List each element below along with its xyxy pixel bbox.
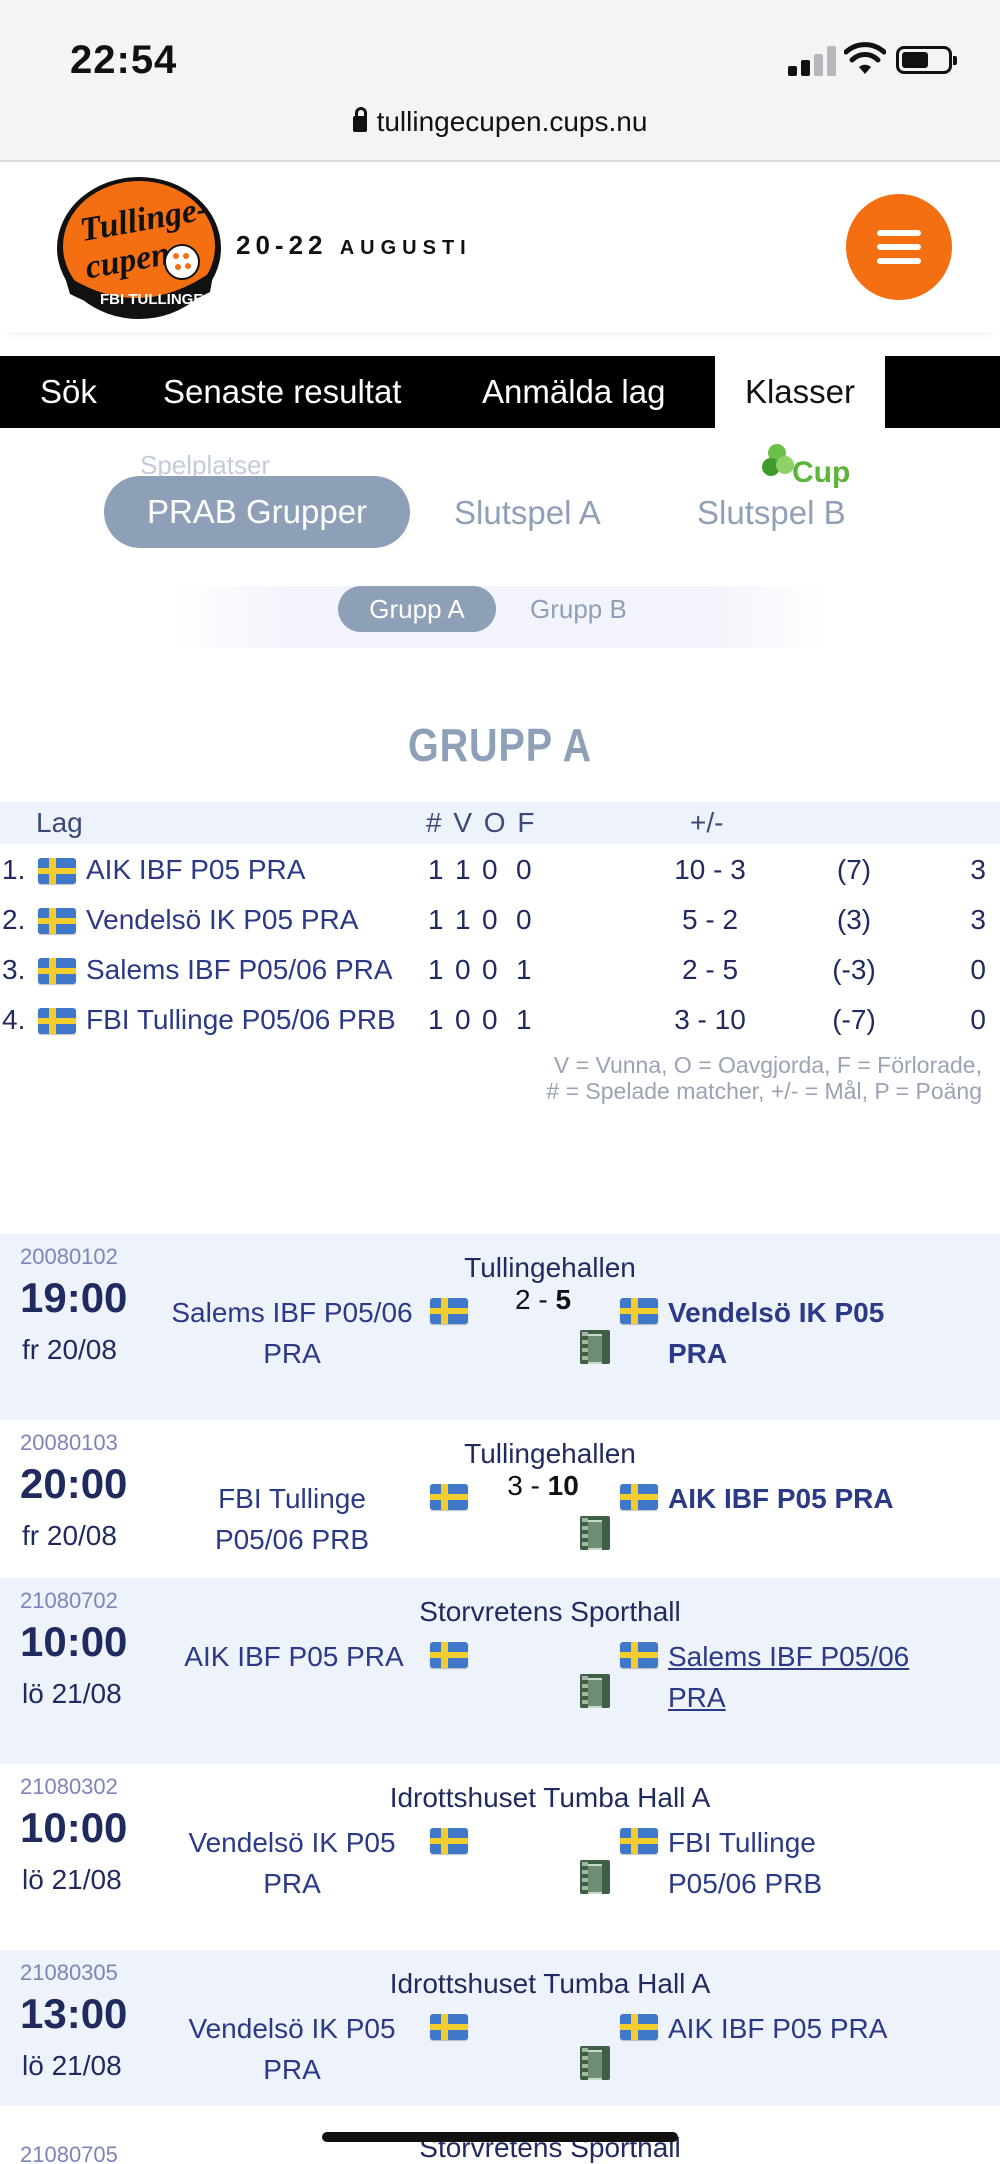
video-icon[interactable] [580,1860,610,1894]
match-day: lö 21/08 [22,1864,122,1895]
away-team[interactable]: AIK IBF P05 PRA [668,2013,888,2044]
home-team[interactable]: Salems IBF P05/06 PRA [171,1297,413,1369]
sweden-flag-icon [620,1298,658,1324]
sweden-flag-icon [430,2014,468,2040]
match-day: fr 20/08 [22,1520,117,1551]
col-diff: +/- [690,807,724,838]
cup-logo-text: Cup [792,456,851,489]
svg-text:FBI TULLINGE: FBI TULLINGE [100,291,203,308]
col-stats: # V O F [426,807,535,838]
video-icon[interactable] [580,2046,610,2080]
group-tabs [170,586,830,648]
match-day: fr 20/08 [22,1334,117,1365]
standings-legend: V = Vunna, O = Oavgjorda, F = Förlorade,… [546,1052,982,1104]
sweden-flag-icon [38,858,76,884]
match-row[interactable]: 21080302 10:00 lö 21/08 Idrottshuset Tum… [0,1764,1000,1950]
match-row[interactable]: 20080102 19:00 fr 20/08 Tullingehallen S… [0,1234,1000,1420]
match-time: 10:00 [20,1618,128,1665]
match-day: lö 21/08 [22,1678,122,1709]
away-team[interactable]: AIK IBF P05 PRA [668,1483,894,1514]
match-row[interactable]: 20080103 20:00 fr 20/08 Tullingehallen F… [0,1420,1000,1578]
sweden-flag-icon [620,1828,658,1854]
stage-caption: Spelplatser [140,450,271,480]
match-row[interactable]: 21080305 13:00 lö 21/08 Idrottshuset Tum… [0,1950,1000,2106]
tab-klasser[interactable]: Klasser [715,356,885,428]
address-bar[interactable]: tullingecupen.cups.nu [0,106,1000,138]
match-id: 21080702 [20,1588,118,1613]
tab-grupp-b[interactable]: Grupp B [530,594,627,624]
tab-sok[interactable]: Sök [40,373,97,410]
away-team[interactable]: FBI Tullinge P05/06 PRB [668,1827,823,1899]
tullingecupen-logo[interactable]: Tullinge- cupen FBI TULLINGE [54,174,224,322]
match-id: 21080705 [20,2142,118,2164]
home-team[interactable]: Vendelsö IK P05 PRA [188,2013,396,2085]
group-title: GRUPP A [407,719,593,771]
match-score: 2 - 5 [514,1284,572,1315]
match-id: 21080305 [20,1960,118,1985]
sweden-flag-icon [620,2014,658,2040]
sweden-flag-icon [430,1298,468,1324]
match-time: 13:00 [20,1990,128,2037]
home-team[interactable]: Vendelsö IK P05 PRA [188,1827,396,1899]
stage-slutspel-a[interactable]: Slutspel A [454,494,601,531]
team-link[interactable]: Vendelsö IK P05 PRA [86,904,359,935]
match-id: 21080302 [20,1774,118,1799]
home-team[interactable]: FBI Tullinge P05/06 PRB [214,1483,370,1555]
cellular-signal-icon [788,44,836,76]
sweden-flag-icon [38,908,76,934]
cup-logo: Cup [762,440,858,492]
video-icon[interactable] [580,1674,610,1708]
match-time: 10:00 [20,1804,128,1851]
match-time: 19:00 [20,1274,128,1321]
status-bar: 22:54 tullingecupen.cups.nu [0,0,1000,162]
tab-senaste-resultat[interactable]: Senaste resultat [163,373,402,410]
wifi-icon [844,42,886,74]
sweden-flag-icon [38,958,76,984]
stage-prab-grupper[interactable]: PRAB Grupper [104,476,410,548]
sweden-flag-icon [430,1484,468,1510]
standings-header: Lag # V O F +/- [0,802,1000,844]
sweden-flag-icon [430,1828,468,1854]
match-row[interactable]: 21080702 10:00 lö 21/08 Storvretens Spor… [0,1578,1000,1764]
team-link[interactable]: Salems IBF P05/06 PRA [86,954,393,985]
match-venue: Storvretens Sporthall [419,1596,681,1627]
main-nav: Sök Senaste resultat Anmälda lag Klasser [0,356,1000,428]
sweden-flag-icon [38,1008,76,1034]
tab-grupp-a[interactable]: Grupp A [338,586,496,632]
col-lag: Lag [36,807,83,838]
match-score: 3 - 10 [507,1470,579,1501]
match-day: lö 21/08 [22,2050,122,2081]
sweden-flag-icon [620,1642,658,1668]
match-venue: Tullingehallen [464,1252,636,1283]
match-venue: Idrottshuset Tumba Hall A [389,1782,711,1813]
site-header: Tullinge- cupen FBI TULLINGE 20-22 AUGUS… [0,164,1000,332]
sweden-flag-icon [430,1642,468,1668]
match-venue: Idrottshuset Tumba Hall A [389,1968,711,1999]
match-venue: Tullingehallen [464,1438,636,1469]
home-team[interactable]: AIK IBF P05 PRA [184,1641,404,1672]
sweden-flag-icon [620,1484,658,1510]
lock-icon [352,107,367,132]
video-icon[interactable] [580,1330,610,1364]
menu-button[interactable] [846,194,952,300]
home-indicator[interactable] [322,2132,678,2142]
url-text: tullingecupen.cups.nu [376,106,648,137]
video-icon[interactable] [580,1516,610,1550]
event-dates: 20-22 AUGUSTI [236,230,472,260]
match-id: 20080103 [20,1430,118,1455]
tab-anmalda-lag[interactable]: Anmälda lag [482,373,666,410]
team-link[interactable]: AIK IBF P05 PRA [86,854,306,885]
battery-icon [896,46,957,74]
team-link[interactable]: FBI Tullinge P05/06 PRB [86,1004,396,1035]
status-clock: 22:54 [70,38,178,82]
away-team[interactable]: Vendelsö IK P05 PRA [668,1297,885,1369]
match-time: 20:00 [20,1460,128,1507]
match-id: 20080102 [20,1244,118,1269]
stage-slutspel-b[interactable]: Slutspel B [697,494,846,531]
away-team[interactable]: Salems IBF P05/06 PRA [668,1641,910,1713]
